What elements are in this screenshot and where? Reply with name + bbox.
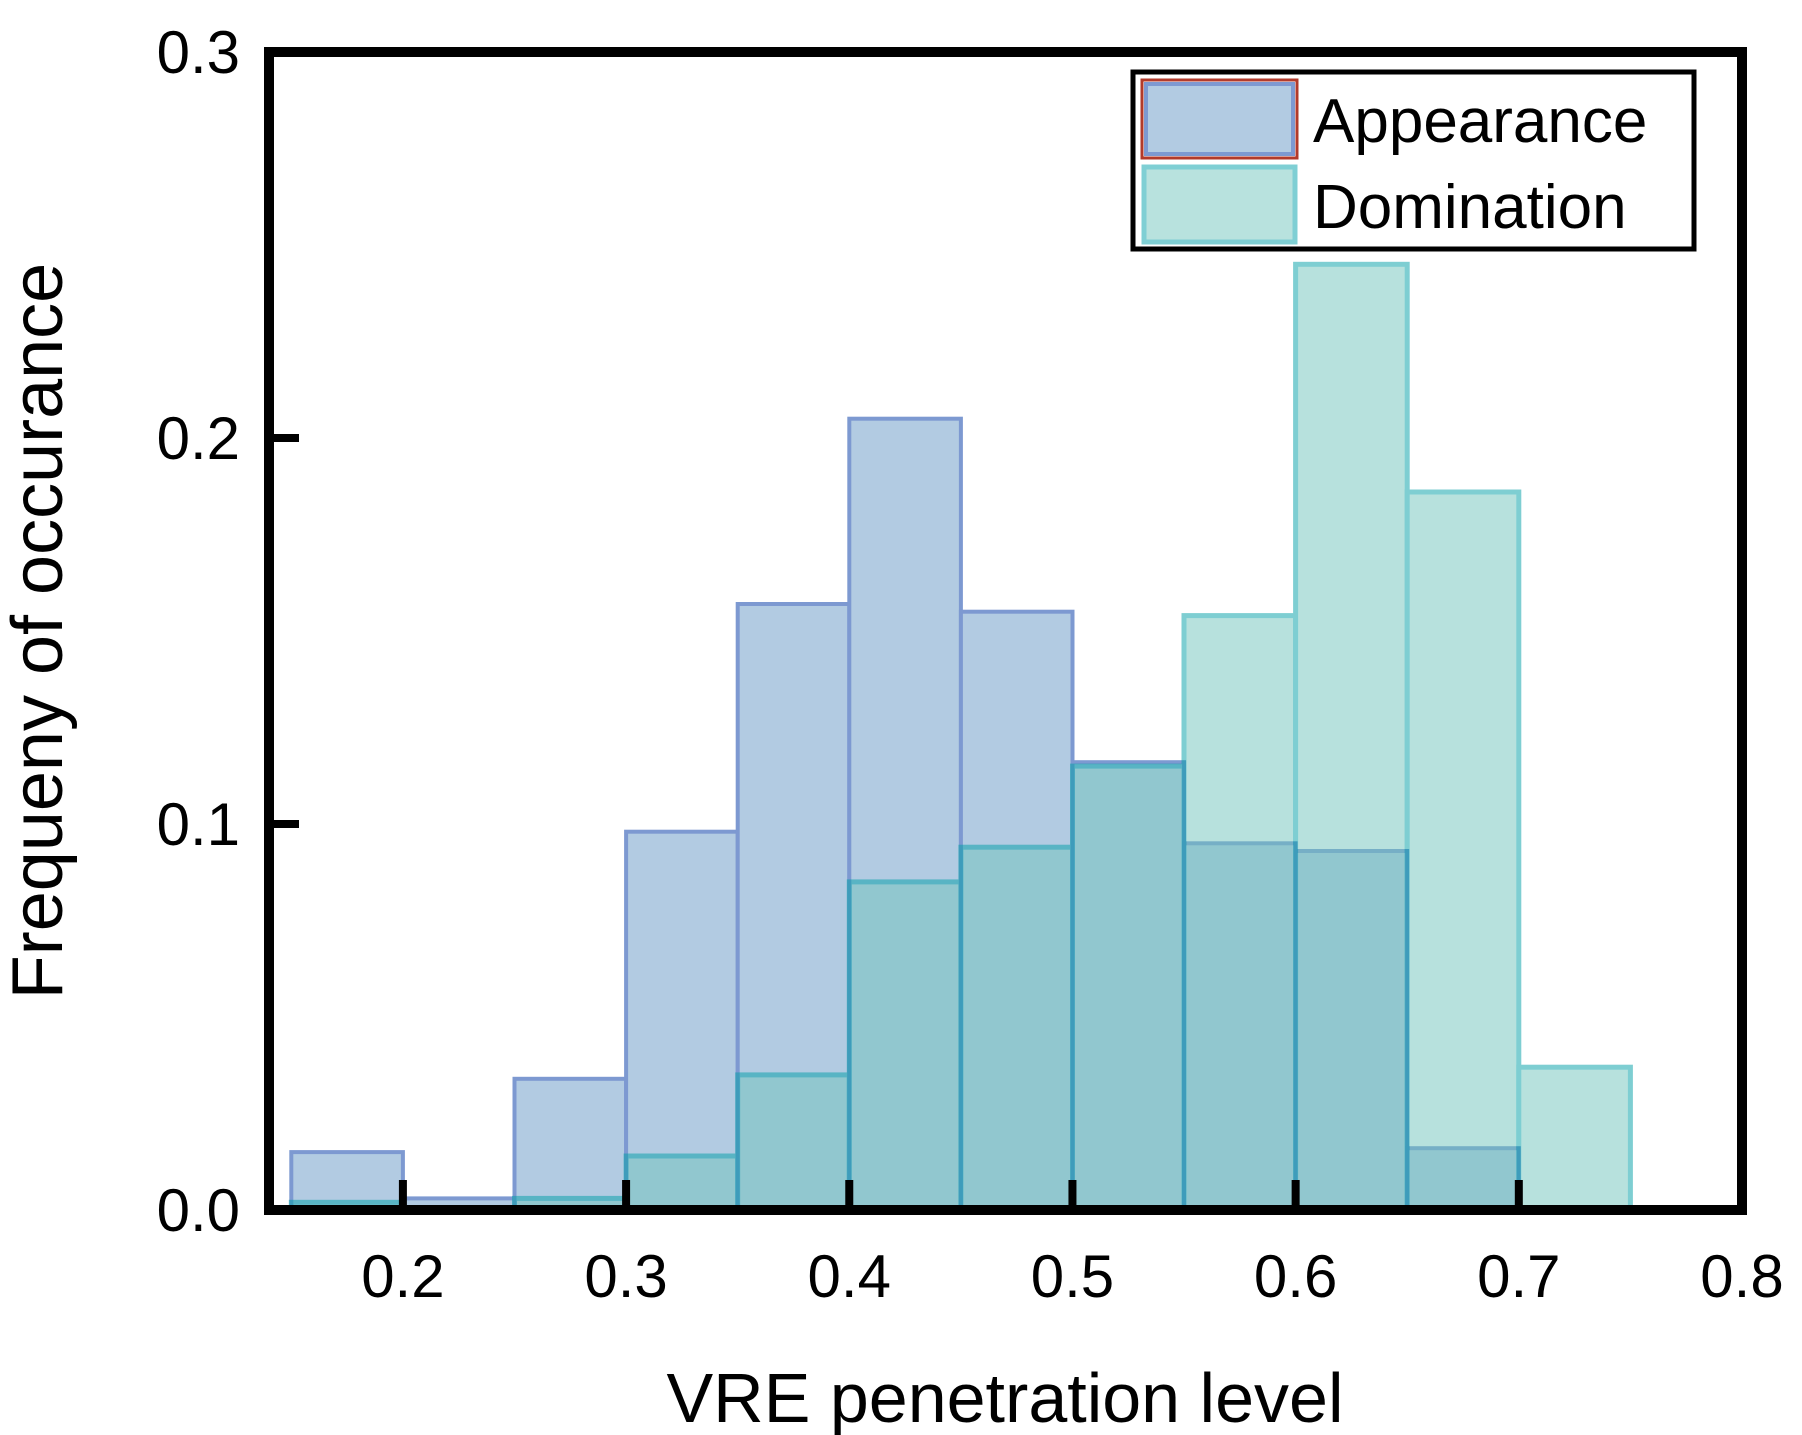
x-tick-label: 0.7 [1477, 1243, 1560, 1310]
bar-appearance [624, 829, 740, 1212]
bar-domination [1070, 763, 1187, 1213]
bar-appearance [512, 1076, 629, 1213]
y-tick-label: 0.1 [157, 791, 240, 858]
x-axis-tick-labels: 0.2 0.3 0.4 0.5 0.6 0.7 0.8 [361, 1243, 1784, 1310]
bar-domination [735, 1072, 852, 1213]
x-tick-label: 0.8 [1700, 1243, 1783, 1310]
y-axis-ticks [265, 48, 299, 1214]
bar-domination [846, 879, 964, 1213]
x-tick-label: 0.5 [1031, 1243, 1114, 1310]
legend-label-domination: Domination [1313, 173, 1627, 242]
x-tick-label: 0.3 [584, 1243, 667, 1310]
x-axis-ticks [398, 1180, 1746, 1214]
y-axis-tick-labels: 0.0 0.1 0.2 0.3 [157, 19, 240, 1244]
bar-domination [1293, 261, 1410, 1213]
bar-domination [623, 1153, 741, 1213]
y-tick-label: 0.0 [157, 1177, 240, 1244]
y-tick-label: 0.3 [157, 19, 240, 86]
x-tick-label: 0.4 [808, 1243, 891, 1310]
x-tick-label: 0.2 [361, 1243, 444, 1310]
y-axis-title: Frequeny of occurance [0, 263, 78, 999]
plot-frame [264, 47, 1747, 1215]
legend-label-appearance: Appearance [1313, 87, 1647, 156]
legend: Appearance Domination [1130, 69, 1697, 252]
y-tick-label: 0.2 [157, 405, 240, 472]
bar-domination [1516, 1064, 1633, 1213]
legend-swatch-domination [1141, 164, 1298, 245]
x-axis-title: VRE penetration level [666, 1359, 1343, 1435]
x-tick-label: 0.6 [1254, 1243, 1337, 1310]
bar-domination [1404, 489, 1522, 1213]
legend-swatch-appearance [1144, 82, 1295, 156]
legend-swatch-appearance-outer [1140, 78, 1299, 160]
bars-domination [288, 261, 1633, 1213]
bar-domination [958, 844, 1076, 1213]
bar-domination [1181, 613, 1299, 1213]
